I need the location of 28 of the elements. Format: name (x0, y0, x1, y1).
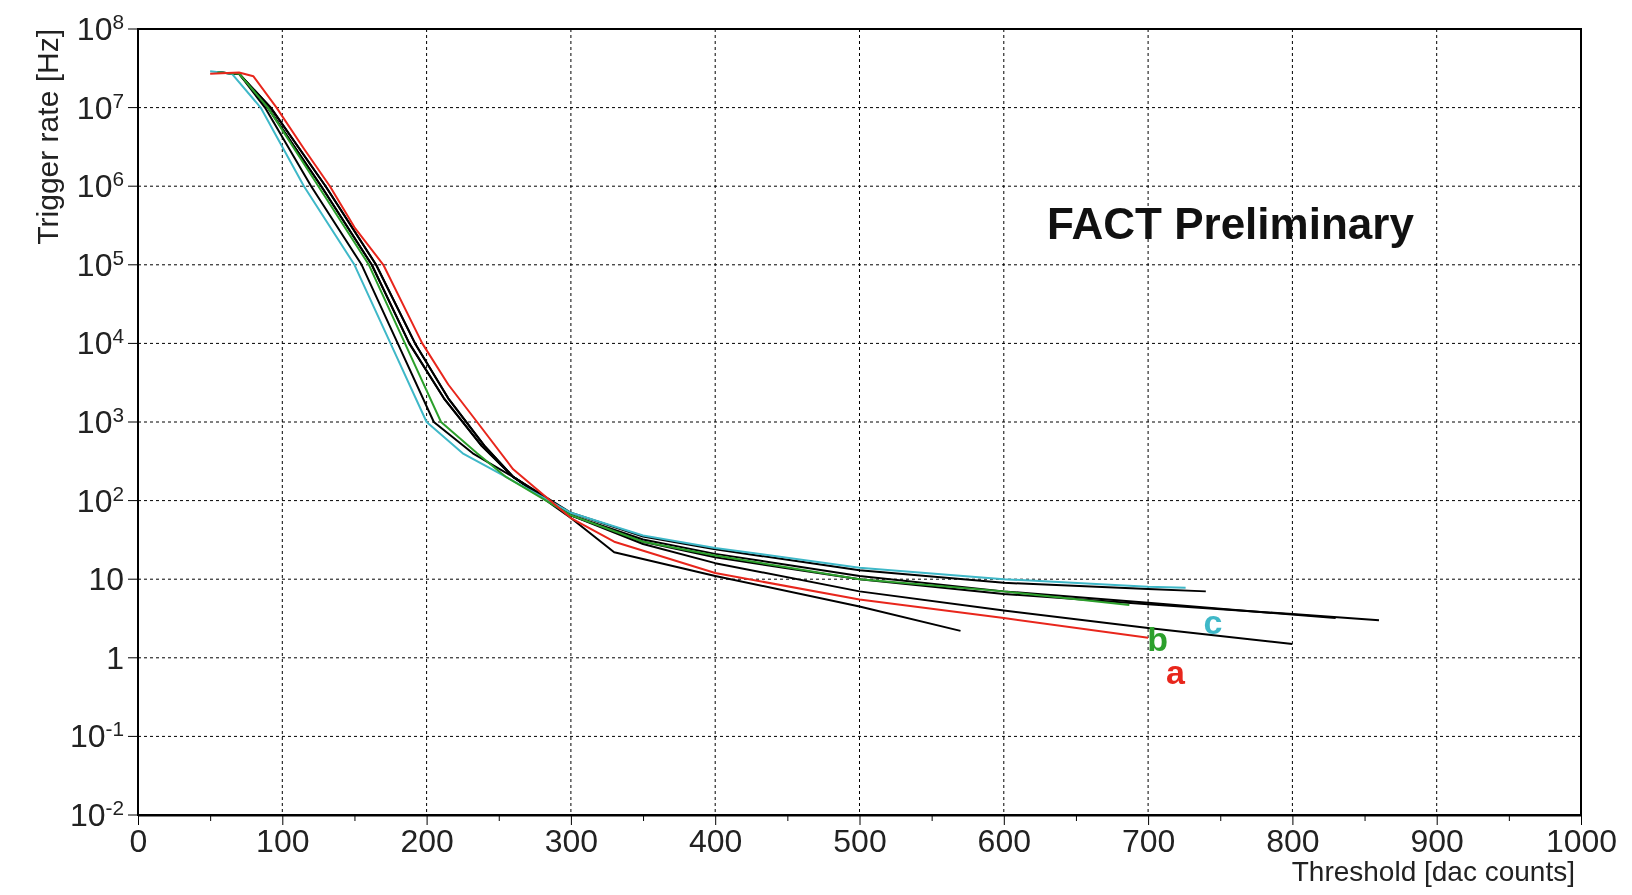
x-tick-label: 400 (689, 822, 743, 859)
x-tick-label: 0 (129, 822, 148, 859)
y-tick-label: 10$^{-2}$ (69, 795, 124, 833)
x-axis-title: Threshold [dac counts] (1291, 856, 1575, 887)
y-axis-title: Trigger rate [Hz] (31, 29, 64, 245)
series-label: b (1147, 619, 1169, 658)
y-tick-label: 10$^{-1}$ (69, 716, 124, 755)
y-tick-label: 10 (88, 561, 124, 598)
x-tick-label: 300 (544, 822, 599, 859)
x-tick-label: 900 (1410, 822, 1464, 859)
series-label: a (1166, 652, 1187, 691)
x-tick-label: 200 (400, 822, 454, 859)
x-tick-label: 100 (256, 822, 310, 859)
x-tick-label: 800 (1266, 822, 1320, 859)
x-tick-label: 1000 (1545, 822, 1618, 859)
y-tick-label: 10$^{2}$ (76, 481, 124, 519)
x-tick-label: 600 (977, 822, 1031, 859)
y-tick-label: 1 (106, 639, 124, 676)
y-tick-label: 10$^{6}$ (76, 166, 124, 205)
y-tick-label: 10$^{4}$ (76, 323, 124, 362)
y-tick-label: 10$^{5}$ (76, 245, 124, 283)
series-label: c (1203, 602, 1223, 641)
y-tick-label: 10$^{3}$ (76, 402, 124, 440)
y-tick-label: 10$^{7}$ (76, 88, 124, 126)
annotation: FACT Preliminary (1047, 199, 1415, 248)
x-tick-label: 700 (1121, 822, 1176, 859)
y-tick-label: 10$^{8}$ (76, 9, 124, 47)
x-tick-label: 500 (833, 822, 887, 859)
